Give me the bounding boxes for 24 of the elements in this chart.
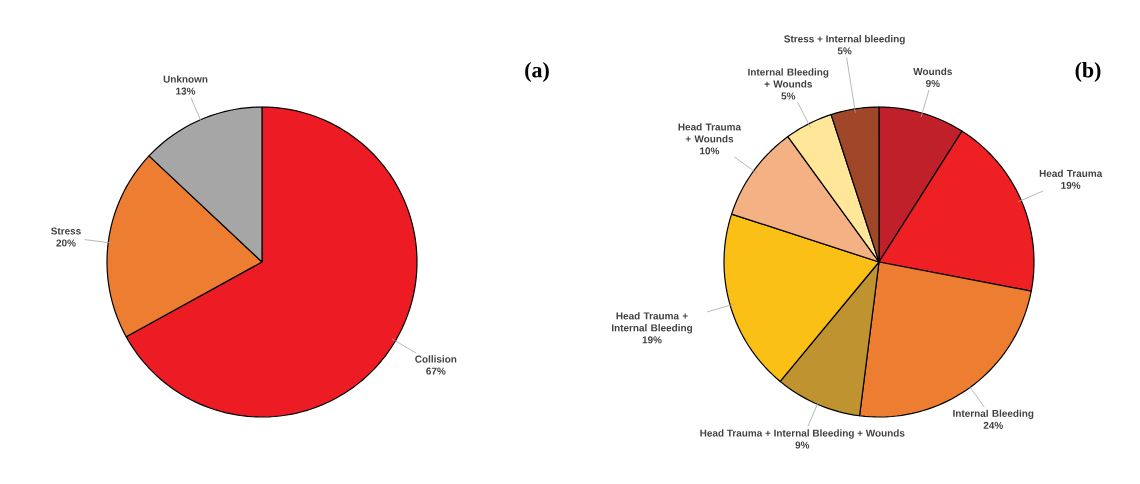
slice-label: Head Trauma — [1039, 169, 1103, 177]
slice-label: Unknown — [163, 75, 208, 83]
data-label: 10% — [700, 147, 720, 155]
data-label: 67% — [426, 367, 446, 375]
data-label: 19% — [1061, 181, 1081, 189]
data-label: 9% — [795, 441, 810, 449]
slice-label: Stress — [51, 227, 81, 235]
data-label: 13% — [176, 87, 196, 95]
slice-label: Collision — [415, 355, 457, 363]
slice-label: Internal Bleeding — [953, 409, 1034, 419]
slice-label: Stress + Internal bleeding — [784, 35, 905, 45]
slice-label: Head Trauma + Internal Bleeding + Wounds — [700, 429, 905, 439]
slice-label: Internal Bleeding + Wounds — [748, 68, 829, 88]
slice-label: Head Trauma + Wounds — [678, 123, 742, 143]
slice-label: Wounds — [913, 67, 952, 76]
data-label: 5% — [781, 92, 796, 100]
data-label: 19% — [642, 336, 662, 344]
data-label: 9% — [925, 79, 940, 87]
slice-label: Head Trauma + Internal Bleeding — [611, 312, 693, 334]
data-label: 5% — [837, 47, 852, 55]
text: (a) — [525, 62, 549, 82]
text: (b) — [1075, 62, 1101, 82]
data-label: 24% — [983, 421, 1003, 429]
data-label: 20% — [56, 239, 76, 247]
